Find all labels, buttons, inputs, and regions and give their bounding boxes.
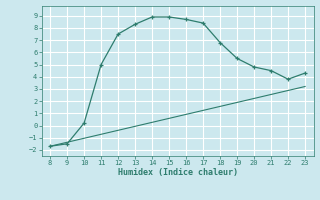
X-axis label: Humidex (Indice chaleur): Humidex (Indice chaleur) [118,168,237,177]
